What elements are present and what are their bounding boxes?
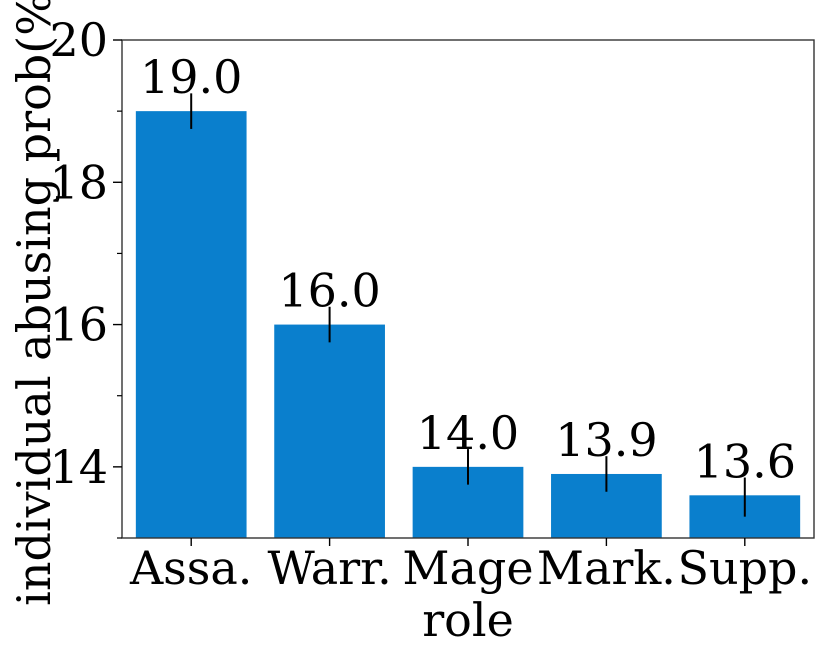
y-axis-label: individual abusing prob(%) <box>7 0 61 606</box>
bar-warr <box>274 324 385 538</box>
value-label: 13.9 <box>555 413 657 467</box>
y-tick-label: 18 <box>49 155 108 209</box>
y-tick-label: 20 <box>49 13 108 67</box>
y-axis-ticks: 14 16 18 20 <box>49 13 122 539</box>
y-tick-label: 16 <box>49 298 108 352</box>
x-tick-label: Warr. <box>267 541 391 595</box>
x-tick-label: Mark. <box>537 541 676 595</box>
x-axis-label: role <box>422 593 514 647</box>
x-axis-ticks: Assa. Warr. Mage Mark. Supp. <box>129 538 812 595</box>
x-tick-label: Mage <box>402 541 533 595</box>
value-label: 13.6 <box>694 434 796 488</box>
x-tick-label: Assa. <box>129 541 252 595</box>
error-bars-group <box>190 93 746 517</box>
value-label: 19.0 <box>140 50 242 104</box>
x-tick-label: Supp. <box>677 541 812 595</box>
y-tick-label: 14 <box>49 440 108 494</box>
bar-assa <box>135 111 247 539</box>
value-labels-group: 19.0 16.0 14.0 13.9 13.6 <box>140 50 796 488</box>
value-label: 16.0 <box>278 264 380 318</box>
value-label: 14.0 <box>417 406 519 460</box>
